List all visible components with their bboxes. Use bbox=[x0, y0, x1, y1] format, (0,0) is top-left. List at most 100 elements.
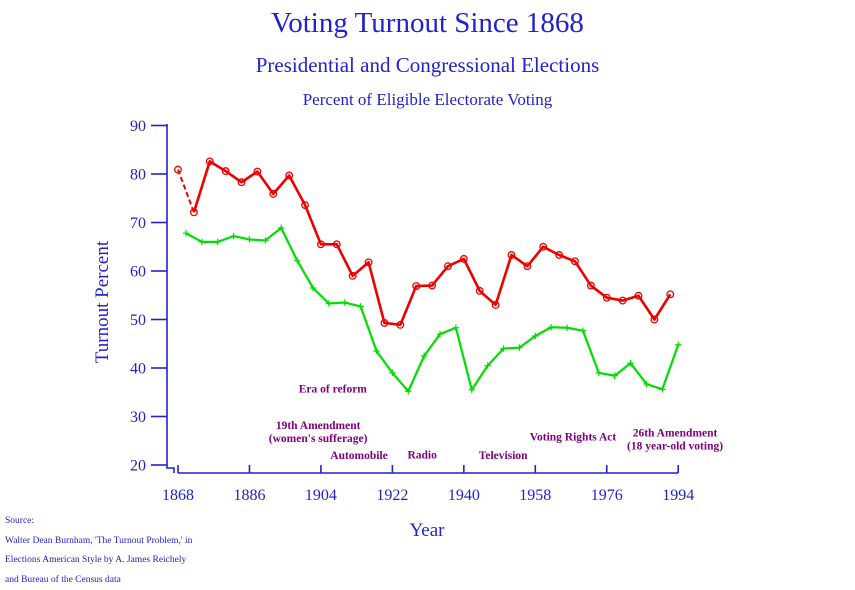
congressional-elections-line bbox=[185, 226, 680, 393]
page-subtitle-2: Percent of Eligible Electorate Voting bbox=[302, 90, 553, 109]
presidential-elections-marker bbox=[666, 290, 675, 299]
congressional-elections-marker bbox=[659, 386, 666, 393]
y-tick-label: 70 bbox=[130, 215, 146, 232]
congressional-elections-marker bbox=[436, 330, 444, 338]
congressional-elections-marker bbox=[420, 352, 428, 360]
x-tick-label: 1958 bbox=[519, 487, 551, 504]
congressional-elections-marker bbox=[182, 229, 190, 237]
presidential-elections-marker bbox=[189, 208, 198, 217]
congressional-elections-marker bbox=[500, 345, 507, 352]
congressional-elections-marker bbox=[516, 344, 523, 351]
presidential-elections-marker bbox=[221, 167, 230, 176]
presidential-elections-marker bbox=[602, 293, 611, 302]
presidential-elections-marker bbox=[396, 320, 405, 329]
x-tick-label: 1940 bbox=[448, 487, 480, 504]
source-line: Source: bbox=[5, 516, 35, 526]
presidential-elections-marker bbox=[285, 171, 294, 180]
congressional-elections-marker bbox=[643, 380, 650, 388]
congressional-elections-marker bbox=[309, 284, 317, 292]
congressional-elections-marker bbox=[484, 362, 491, 369]
presidential-elections-marker bbox=[301, 201, 309, 209]
congressional-elections-marker bbox=[563, 324, 571, 331]
x-tick-label: 1904 bbox=[305, 487, 337, 504]
presidential-elections-marker bbox=[316, 240, 325, 249]
annotation-text: Automobile bbox=[330, 450, 388, 462]
presidential-elections-marker bbox=[332, 240, 341, 249]
presidential-elections-marker bbox=[634, 291, 643, 300]
presidential-elections-marker bbox=[650, 315, 659, 324]
congressional-elections-marker bbox=[230, 232, 237, 240]
congressional-elections-marker bbox=[389, 369, 396, 377]
source-line: and Bureau of the Census data bbox=[5, 574, 121, 585]
congressional-elections-marker bbox=[198, 238, 206, 246]
y-tick-label: 60 bbox=[130, 264, 146, 281]
y-tick-label: 40 bbox=[130, 361, 146, 378]
presidential-elections-marker bbox=[571, 257, 579, 266]
congressional-elections-marker bbox=[579, 327, 587, 334]
source-note: Source: Walter Dean Burnham, 'The Turnou… bbox=[5, 512, 192, 590]
annotation-text: Radio bbox=[407, 449, 437, 461]
congressional-elections-marker bbox=[373, 347, 380, 355]
presidential-elections-marker bbox=[253, 167, 262, 176]
presidential-elections-marker bbox=[348, 271, 357, 280]
annotation-text: (women's sufferage) bbox=[269, 433, 368, 445]
congressional-elections-marker bbox=[595, 369, 603, 377]
y-tick-label: 80 bbox=[130, 167, 146, 184]
x-tick-label: 1886 bbox=[233, 487, 265, 504]
presidential-elections-marker bbox=[205, 157, 214, 166]
presidential-elections-marker bbox=[364, 258, 373, 267]
presidential-elections-marker bbox=[539, 242, 548, 251]
source-line: Elections American Style by A. James Rei… bbox=[5, 555, 187, 565]
y-tick-label: 50 bbox=[130, 312, 146, 329]
presidential-elections-marker bbox=[428, 281, 437, 290]
presidential-elections-marker bbox=[507, 251, 516, 259]
congressional-elections-marker bbox=[357, 303, 364, 310]
presidential-elections-marker bbox=[237, 178, 246, 187]
presidential-elections-marker bbox=[555, 251, 564, 259]
x-tick-label: 1922 bbox=[376, 487, 408, 504]
presidential-elections-marker bbox=[491, 301, 500, 309]
annotation-text: 19th Amendment bbox=[276, 420, 361, 432]
source-line: Walter Dean Burnham, 'The Turnout Proble… bbox=[5, 535, 193, 546]
presidential-elections-marker bbox=[380, 318, 389, 327]
congressional-elections-marker bbox=[278, 224, 285, 232]
congressional-elections-marker bbox=[547, 324, 555, 331]
x-tick-label: 1868 bbox=[162, 487, 194, 504]
annotation-text: (18 year-old voting) bbox=[627, 441, 723, 453]
congressional-elections-marker bbox=[452, 324, 460, 331]
presidential-elections-marker bbox=[586, 281, 595, 290]
page-subtitle: Presidential and Congressional Elections bbox=[255, 53, 600, 77]
annotation-text: Television bbox=[479, 450, 528, 462]
x-tick-label: 1976 bbox=[591, 487, 623, 504]
presidential-elections-marker bbox=[269, 189, 278, 198]
y-axis bbox=[166, 124, 175, 473]
presidential-elections-marker bbox=[523, 262, 532, 271]
page-title: Voting Turnout Since 1868 bbox=[271, 7, 584, 39]
y-axis-title: Turnout Percent bbox=[92, 240, 113, 363]
presidential-elections-marker bbox=[412, 282, 421, 290]
annotation-text: Voting Rights Act bbox=[530, 431, 617, 443]
x-axis-title: Year bbox=[409, 520, 445, 541]
y-tick-label: 90 bbox=[130, 118, 146, 135]
congressional-elections-marker bbox=[214, 238, 221, 246]
congressional-elections-marker bbox=[627, 359, 634, 367]
congressional-elections-marker bbox=[341, 299, 348, 306]
presidential-elections-marker bbox=[459, 254, 468, 263]
presidential-elections-line-dashed bbox=[177, 169, 195, 213]
presidential-elections-marker bbox=[618, 296, 627, 305]
congressional-elections-marker bbox=[611, 372, 618, 379]
congressional-elections-marker bbox=[262, 237, 269, 244]
congressional-elections-marker bbox=[325, 300, 333, 307]
presidential-elections-marker bbox=[444, 262, 452, 271]
y-tick-label: 30 bbox=[130, 409, 146, 426]
title-block: Voting Turnout Since 1868 Presidential a… bbox=[0, 0, 855, 110]
presidential-elections-line bbox=[192, 160, 672, 327]
congressional-elections-marker bbox=[675, 341, 682, 348]
congressional-elections-marker bbox=[246, 236, 253, 243]
presidential-elections-marker bbox=[174, 165, 182, 174]
annotation-text: 26th Amendment bbox=[633, 428, 718, 440]
annotation-text: Era of reform bbox=[299, 383, 368, 395]
presidential-elections-marker bbox=[475, 286, 484, 295]
